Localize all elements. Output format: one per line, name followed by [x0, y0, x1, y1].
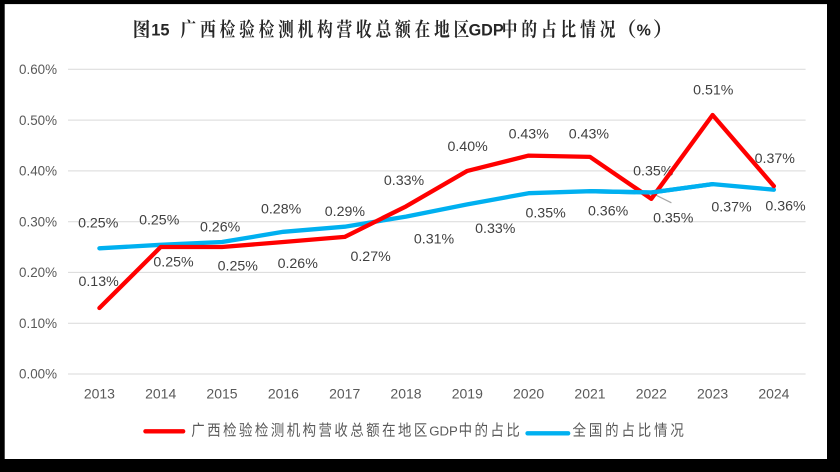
svg-text:%: %	[637, 23, 651, 40]
svg-text:0.29%: 0.29%	[325, 204, 366, 220]
svg-text:0.20%: 0.20%	[19, 265, 57, 280]
svg-text:2016: 2016	[268, 386, 299, 402]
svg-text:0.25%: 0.25%	[218, 259, 259, 275]
svg-text:2017: 2017	[329, 386, 360, 402]
svg-text:0.35%: 0.35%	[653, 210, 694, 226]
svg-text:0.30%: 0.30%	[19, 214, 57, 229]
svg-text:2022: 2022	[636, 386, 667, 402]
svg-text:0.00%: 0.00%	[19, 367, 57, 382]
svg-text:0.40%: 0.40%	[19, 164, 57, 179]
svg-text:0.50%: 0.50%	[19, 113, 57, 128]
svg-text:2015: 2015	[206, 386, 237, 402]
svg-text:0.37%: 0.37%	[711, 200, 752, 216]
svg-text:GDP: GDP	[429, 424, 458, 439]
svg-text:0.25%: 0.25%	[78, 216, 119, 232]
svg-text:2019: 2019	[452, 386, 483, 402]
svg-text:0.33%: 0.33%	[475, 221, 516, 237]
svg-text:0.25%: 0.25%	[139, 213, 180, 229]
svg-text:0.36%: 0.36%	[588, 204, 629, 220]
svg-text:0.35%: 0.35%	[525, 206, 566, 222]
svg-text:2021: 2021	[574, 386, 605, 402]
svg-text:0.36%: 0.36%	[765, 199, 806, 215]
svg-text:0.51%: 0.51%	[693, 83, 734, 99]
svg-text:2024: 2024	[758, 386, 789, 402]
svg-text:0.26%: 0.26%	[278, 256, 319, 272]
svg-text:0.37%: 0.37%	[755, 151, 796, 167]
svg-text:0.40%: 0.40%	[447, 139, 488, 155]
svg-text:2020: 2020	[513, 386, 544, 402]
svg-text:0.33%: 0.33%	[384, 173, 425, 189]
svg-text:0.60%: 0.60%	[19, 62, 57, 77]
svg-text:0.10%: 0.10%	[19, 316, 57, 331]
svg-text:0.26%: 0.26%	[200, 220, 241, 236]
svg-text:2014: 2014	[145, 386, 176, 402]
svg-text:0.35%: 0.35%	[633, 163, 674, 179]
svg-text:0.13%: 0.13%	[78, 274, 119, 290]
svg-text:0.27%: 0.27%	[350, 249, 391, 265]
svg-text:GDP: GDP	[469, 22, 504, 40]
svg-text:2023: 2023	[697, 386, 728, 402]
svg-text:15: 15	[151, 22, 169, 40]
svg-text:0.31%: 0.31%	[414, 232, 455, 248]
svg-text:2013: 2013	[84, 386, 115, 402]
svg-text:2018: 2018	[390, 386, 421, 402]
svg-text:0.43%: 0.43%	[569, 126, 610, 142]
svg-text:0.28%: 0.28%	[261, 201, 302, 217]
svg-text:0.25%: 0.25%	[153, 254, 194, 270]
svg-text:0.43%: 0.43%	[509, 126, 550, 142]
